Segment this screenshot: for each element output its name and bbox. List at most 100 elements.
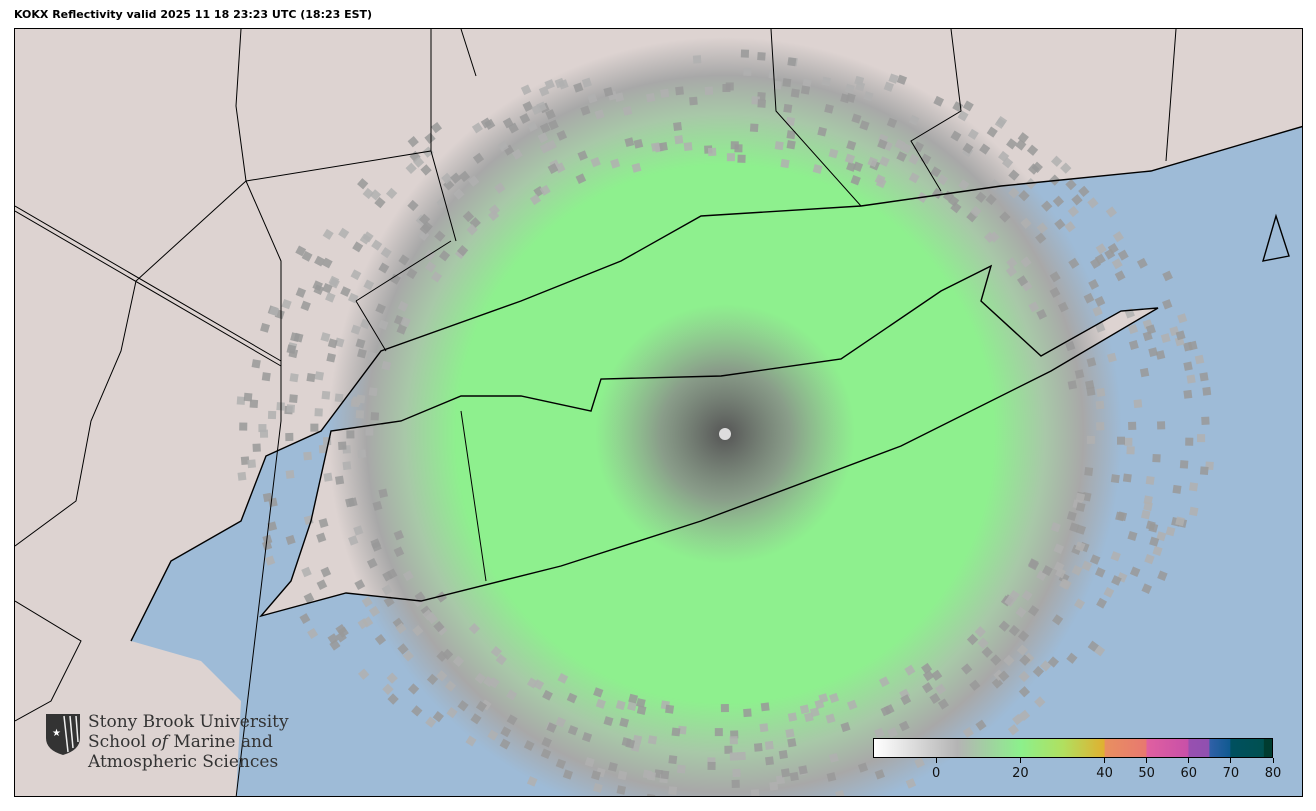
echo-pixel (986, 126, 998, 138)
echo-pixel (825, 713, 836, 724)
echo-pixel (1075, 541, 1086, 552)
radar-map[interactable] (14, 28, 1303, 797)
echo-pixel (632, 734, 643, 745)
echo-pixel (1026, 144, 1039, 156)
echo-pixel (386, 672, 398, 684)
echo-pixel (389, 273, 401, 285)
echo-pixel (1189, 482, 1199, 492)
echo-pixel (1066, 511, 1077, 522)
echo-pixel (970, 205, 982, 218)
echo-pixel (826, 772, 837, 782)
echo-pixel (929, 692, 941, 704)
echo-pixel (617, 770, 628, 781)
echo-pixel (1008, 187, 1020, 199)
echo-pixel (804, 712, 814, 723)
echo-pixel (236, 396, 246, 405)
echo-pixel (1065, 340, 1076, 352)
echo-pixel (321, 257, 333, 269)
echo-pixel (732, 768, 741, 778)
echo-pixel (1110, 551, 1121, 562)
echo-pixel (937, 698, 949, 710)
echo-pixel (785, 116, 796, 127)
echo-pixel (859, 120, 870, 131)
echo-pixel (787, 738, 797, 748)
echo-pixel (405, 162, 417, 174)
echo-pixel (320, 332, 331, 343)
echo-pixel (591, 770, 601, 781)
echo-pixel (628, 693, 639, 704)
echo-pixel (566, 692, 578, 704)
echo-pixel (318, 444, 328, 454)
echo-pixel (950, 201, 962, 214)
echo-pixel (322, 228, 334, 240)
echo-pixel (828, 752, 839, 763)
echo-pixel (1028, 605, 1040, 617)
echo-pixel (1160, 333, 1171, 344)
echo-pixel (1065, 178, 1077, 191)
echo-pixel (1116, 436, 1125, 445)
echo-pixel (660, 770, 670, 780)
echo-pixel (537, 132, 549, 144)
echo-pixel (1104, 248, 1116, 260)
echo-pixel (1006, 138, 1018, 150)
echo-pixel (1105, 206, 1118, 218)
echo-pixel (840, 721, 851, 733)
echo-pixel (1197, 434, 1206, 443)
echo-pixel (981, 646, 993, 658)
echo-pixel (888, 73, 899, 84)
echo-pixel (1202, 386, 1212, 396)
echo-pixel (757, 99, 766, 108)
echo-pixel (714, 728, 723, 737)
echo-pixel (749, 123, 759, 133)
echo-pixel (301, 566, 312, 578)
echo-pixel (800, 85, 811, 95)
colorbar-tick-label: 50 (1138, 766, 1155, 781)
echo-pixel (1050, 155, 1063, 167)
echo-pixel (548, 119, 559, 131)
echo-pixel (1201, 416, 1210, 425)
echo-pixel (593, 783, 603, 793)
echo-pixel (595, 698, 606, 709)
echo-pixel (362, 616, 374, 628)
echo-pixel (1067, 380, 1078, 390)
echo-pixel (495, 654, 507, 666)
echo-pixel (430, 271, 443, 283)
echo-pixel (994, 117, 1006, 129)
echo-pixel (658, 141, 668, 152)
echo-pixel (419, 223, 431, 235)
echo-pixel (743, 67, 752, 76)
echo-pixel (900, 142, 912, 154)
echo-pixel (1179, 460, 1189, 469)
echo-pixel (594, 109, 605, 120)
echo-pixel (1144, 553, 1155, 565)
echo-pixel (787, 712, 798, 722)
echo-pixel (1018, 709, 1031, 721)
echo-pixel (991, 677, 1004, 689)
echo-pixel (593, 687, 604, 698)
echo-pixel (1059, 578, 1070, 590)
echo-pixel (896, 151, 908, 162)
echo-pixel (1018, 686, 1031, 698)
echo-pixel (414, 591, 426, 603)
echo-pixel (526, 776, 538, 787)
echo-pixel (886, 117, 898, 129)
echo-pixel (914, 757, 925, 769)
echo-pixel (1028, 301, 1040, 313)
echo-pixel (318, 518, 329, 528)
echo-pixel (1126, 446, 1135, 455)
echo-pixel (1018, 190, 1030, 202)
echo-pixel (353, 525, 364, 536)
echo-pixel (252, 443, 261, 452)
echo-pixel (325, 292, 336, 303)
echo-pixel (453, 188, 465, 200)
echo-pixel (1185, 437, 1194, 446)
echo-pixel (900, 694, 912, 706)
echo-pixel (300, 300, 311, 311)
echo-pixel (930, 166, 942, 178)
echo-pixel (931, 187, 943, 200)
echo-pixel (289, 373, 299, 383)
echo-pixel (366, 351, 377, 362)
echo-pixel (625, 738, 636, 749)
echo-pixel (1186, 374, 1196, 384)
echo-pixel (474, 672, 486, 684)
